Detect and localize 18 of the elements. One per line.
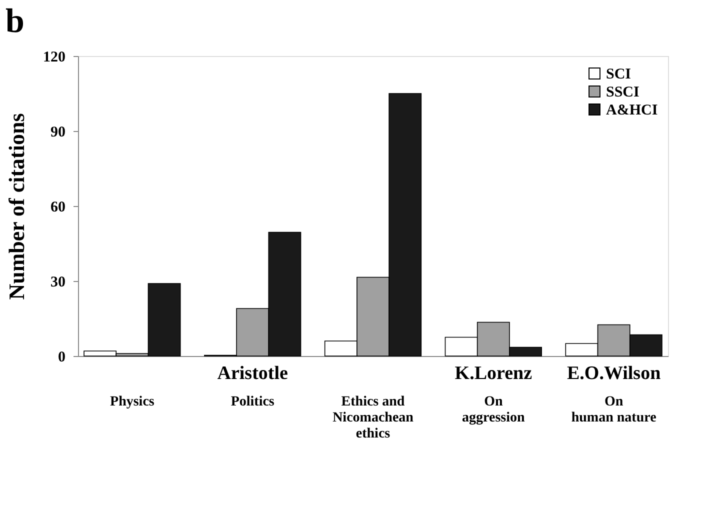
y-tick-label: 90 [50,124,66,140]
chart-title: b [6,3,24,40]
x-tick-label: Physics [110,394,155,410]
x-tick-label: Ethics and Nicomachean ethics [332,394,414,442]
x-tick-label: On aggression [462,394,525,426]
legend-label: SSCI [606,84,640,100]
x-tick-label: On human nature [571,394,656,426]
legend-label: SCI [606,66,632,82]
text: K.Lorenz [454,363,533,384]
y-tick-label: 30 [50,274,66,290]
legend-label: A&HCI [606,102,658,118]
x-tick-label: Politics [230,394,275,410]
y-tick-label: 60 [50,200,66,216]
text: E.O.Wilson [566,363,662,384]
y-tick-label: 120 [43,50,66,66]
y-tick-label: 0 [58,350,66,366]
text: Aristotle [217,363,288,384]
y-axis-title: Number of citations [4,112,29,300]
